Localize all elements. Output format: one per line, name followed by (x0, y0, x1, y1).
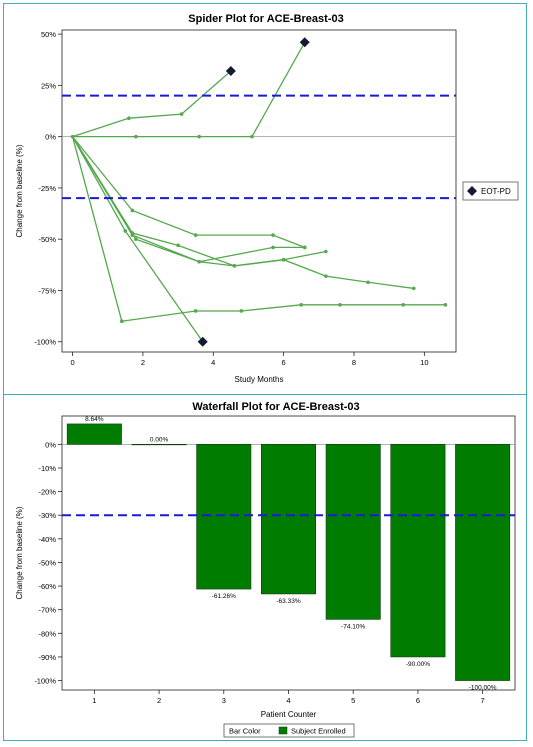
spider-point (411, 286, 416, 291)
waterfall-y-tick-label: 0% (45, 440, 56, 449)
waterfall-bar (390, 444, 446, 658)
spider-y-tick-label: 0% (45, 133, 56, 142)
spider-point (401, 303, 406, 307)
spider-point (232, 264, 237, 268)
spider-series-line (72, 70, 232, 138)
spider-point (130, 208, 135, 213)
spider-series-line (71, 136, 446, 322)
waterfall-bar (131, 444, 187, 446)
spider-title: Spider Plot for ACE-Breast-03 (188, 13, 343, 25)
waterfall-y-tick-label: -80% (38, 629, 56, 638)
waterfall-y-axis-title: Change from baseline (%) (15, 506, 24, 599)
waterfall-x-tick-label: 4 (286, 696, 290, 705)
spider-point (134, 134, 138, 139)
spider-point (197, 134, 201, 139)
waterfall-y-tick-label: -90% (38, 653, 56, 662)
waterfall-data-label: -74.10% (341, 623, 365, 630)
spider-y-tick-label: -75% (38, 286, 56, 295)
spider-eot-marker (225, 66, 236, 77)
spider-point (239, 309, 244, 313)
waterfall-data-label: -90.00% (406, 661, 430, 668)
waterfall-bar (261, 444, 316, 595)
spider-point (324, 249, 328, 254)
spider-x-tick-label: 10 (420, 358, 428, 367)
waterfall-y-tick-label: -70% (38, 606, 56, 615)
waterfall-data-label: -100.00% (469, 685, 497, 692)
waterfall-legend-box (223, 723, 355, 738)
spider-point (366, 280, 370, 285)
spider-point (179, 112, 184, 116)
spider-point (120, 319, 124, 324)
spider-point (299, 303, 304, 307)
waterfall-legend-swatch (278, 726, 288, 735)
waterfall-data-label: 8.64% (85, 416, 104, 423)
spider-origin-point (70, 134, 75, 139)
spider-point (193, 233, 198, 237)
spider-y-tick-label: 50% (41, 30, 56, 39)
spider-point (123, 229, 128, 233)
spider-y-tick-label: -25% (38, 184, 56, 193)
waterfall-x-tick-label: 7 (481, 696, 485, 705)
spider-plot-area (61, 29, 457, 353)
spider-y-tick-label: -100% (34, 338, 56, 347)
waterfall-bar (66, 423, 122, 445)
spider-series-line (71, 136, 414, 290)
panel-divider (3, 394, 527, 395)
spider-x-tick-label: 4 (211, 358, 215, 367)
spider-x-tick-label: 2 (141, 358, 145, 367)
spider-point (250, 134, 254, 139)
spider-legend-marker (467, 186, 477, 196)
spider-legend-box (462, 181, 519, 201)
waterfall-data-label: -63.33% (276, 598, 300, 605)
waterfall-y-tick-label: -100% (34, 677, 56, 686)
spider-point (443, 303, 448, 307)
spider-eot-marker (299, 37, 310, 48)
waterfall-data-label: 0.00% (150, 436, 169, 443)
spider-legend-label: EOT-PD (481, 187, 511, 196)
waterfall-x-axis-title: Patient Counter (261, 710, 317, 719)
waterfall-y-tick-label: -20% (38, 488, 56, 497)
waterfall-y-tick-label: -30% (38, 511, 56, 520)
waterfall-y-tick-label: -60% (38, 582, 56, 591)
spider-point (130, 233, 135, 237)
spider-y-tick-label: -50% (38, 235, 56, 244)
waterfall-x-tick-label: 3 (222, 696, 226, 705)
waterfall-title: Waterfall Plot for ACE-Breast-03 (192, 401, 359, 413)
spider-x-axis-title: Study Months (235, 375, 284, 384)
spider-y-tick-label: 25% (41, 81, 56, 90)
waterfall-bar (325, 444, 381, 620)
waterfall-y-tick-label: -50% (38, 558, 56, 567)
spider-point (281, 257, 286, 262)
spider-point (197, 259, 201, 264)
spider-x-tick-label: 6 (282, 358, 286, 367)
spider-y-axis-title: Change from baseline (%) (15, 144, 24, 237)
spider-point (338, 303, 342, 307)
waterfall-y-tick-label: -10% (38, 464, 56, 473)
spider-point (271, 233, 275, 237)
waterfall-data-label: -61.26% (212, 593, 236, 600)
spider-x-tick-label: 0 (70, 358, 74, 367)
waterfall-y-tick-label: -40% (38, 535, 56, 544)
spider-plot: Spider Plot for ACE-Breast-03 50% 25% 0% -25… (15, 13, 519, 384)
spider-x-tick-label: 8 (352, 358, 356, 367)
waterfall-legend-label: Subject Enrolled (291, 727, 346, 736)
waterfall-legend-title: Bar Color (229, 727, 261, 736)
spider-point (127, 116, 131, 120)
waterfall-x-tick-label: 6 (416, 696, 420, 705)
waterfall-x-tick-label: 1 (92, 696, 96, 705)
waterfall-bar (196, 444, 252, 590)
spider-point (324, 274, 328, 278)
outer-frame (3, 3, 527, 741)
waterfall-bar (455, 444, 511, 681)
waterfall-x-tick-label: 2 (157, 696, 161, 705)
spider-point (176, 243, 180, 248)
spider-point (271, 245, 275, 250)
spider-point (134, 237, 138, 241)
spider-eot-marker (197, 336, 208, 347)
spider-point (193, 309, 198, 313)
spider-point (302, 245, 307, 250)
waterfall-x-tick-label: 5 (351, 696, 355, 705)
